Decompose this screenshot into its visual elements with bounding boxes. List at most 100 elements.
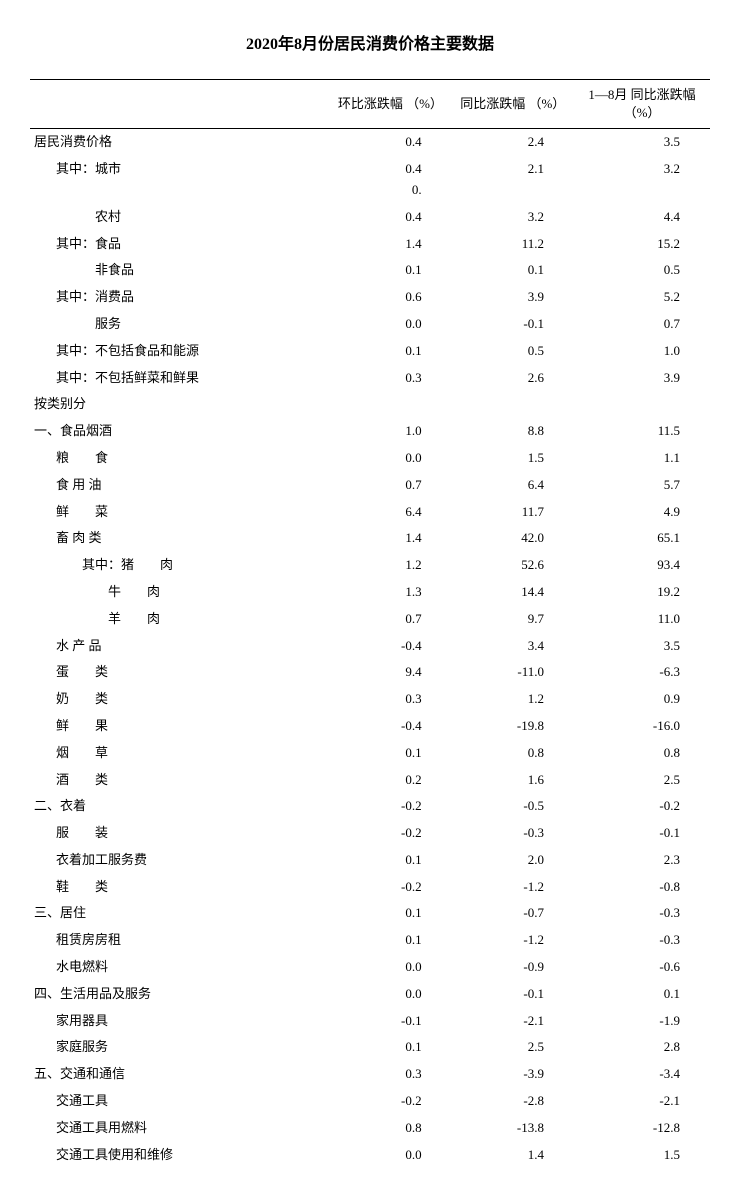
row-label: 按类别分 <box>30 391 329 418</box>
cell-c3: 5.7 <box>574 472 710 499</box>
cell-c2: 2.5 <box>452 1034 574 1061</box>
table-row: 交通工具使用和维修0.01.41.5 <box>30 1142 710 1169</box>
table-row: 衣着加工服务费0.12.02.3 <box>30 847 710 874</box>
cell-c2: 2.4 <box>452 129 574 156</box>
cell-c2: 1.2 <box>452 686 574 713</box>
cell-c1: 0.2 <box>329 767 451 794</box>
cell-c1: -0.2 <box>329 820 451 847</box>
table-row: 居民消费价格0.42.43.5 <box>30 129 710 156</box>
cell-c1: 1.4 <box>329 525 451 552</box>
cell-c1: 0.0 <box>329 1142 451 1169</box>
cell-c2: -0.3 <box>452 820 574 847</box>
cell-c2: 2.6 <box>452 365 574 392</box>
cell-c2: 11.2 <box>452 231 574 258</box>
row-label: 鞋 类 <box>30 874 329 901</box>
cell-c3: -0.1 <box>574 820 710 847</box>
cell-c1: -0.2 <box>329 874 451 901</box>
cell-c1: 1.3 <box>329 579 451 606</box>
cell-c3: 2.8 <box>574 1034 710 1061</box>
cell-c3: 4.4 <box>574 204 710 231</box>
col-header-yoy: 同比涨跌幅 （%） <box>452 80 574 129</box>
col-header-mom: 环比涨跌幅 （%） <box>329 80 451 129</box>
cell-c1: 0.7 <box>329 472 451 499</box>
cell-c2: 3.4 <box>452 633 574 660</box>
table-row: 按类别分 <box>30 391 710 418</box>
cell-c1: -0.2 <box>329 793 451 820</box>
table-row: 租赁房房租0.1-1.2-0.3 <box>30 927 710 954</box>
row-label: 三、居住 <box>30 900 329 927</box>
row-label: 奶 类 <box>30 686 329 713</box>
table-row: 畜 肉 类1.442.065.1 <box>30 525 710 552</box>
cell-c3: -3.4 <box>574 1061 710 1088</box>
cell-c1: 0.3 <box>329 1061 451 1088</box>
table-row: 鲜 果-0.4-19.8-16.0 <box>30 713 710 740</box>
cell-c3: 65.1 <box>574 525 710 552</box>
cell-c3: 19.2 <box>574 579 710 606</box>
col-header-label <box>30 80 329 129</box>
row-label: 鲜 菜 <box>30 499 329 526</box>
cell-c2: 3.9 <box>452 284 574 311</box>
cell-c3: -6.3 <box>574 659 710 686</box>
row-label: 羊 肉 <box>30 606 329 633</box>
cell-c2: 11.7 <box>452 499 574 526</box>
cell-c1: 0.0 <box>329 954 451 981</box>
table-row: 奶 类0.31.20.9 <box>30 686 710 713</box>
cell-c3: 2.5 <box>574 767 710 794</box>
table-row: 五、交通和通信0.3-3.9-3.4 <box>30 1061 710 1088</box>
cell-c3: 93.4 <box>574 552 710 579</box>
cell-c2: 2.0 <box>452 847 574 874</box>
table-row: 食 用 油0.76.45.7 <box>30 472 710 499</box>
cell-c3: 1.1 <box>574 445 710 472</box>
col-header-ytd: 1—8月 同比涨跌幅（%） <box>574 80 710 129</box>
table-row: 其中：不包括食品和能源0.10.51.0 <box>30 338 710 365</box>
row-label: 其中：猪 肉 <box>30 552 329 579</box>
cell-c3: -0.2 <box>574 793 710 820</box>
row-label: 交通工具使用和维修 <box>30 1142 329 1169</box>
cell-c1: 0.6 <box>329 284 451 311</box>
cell-c2: -2.1 <box>452 1008 574 1035</box>
table-row: 四、生活用品及服务0.0-0.10.1 <box>30 981 710 1008</box>
row-label: 其中：食品 <box>30 231 329 258</box>
cell-c1: 0.1 <box>329 1034 451 1061</box>
cell-c2: -0.9 <box>452 954 574 981</box>
cell-c2: 0.5 <box>452 338 574 365</box>
cell-c3: 3.5 <box>574 633 710 660</box>
table-row: 其中：猪 肉1.252.693.4 <box>30 552 710 579</box>
row-label: 食 用 油 <box>30 472 329 499</box>
cell-c3: 4.9 <box>574 499 710 526</box>
cell-c3: -0.3 <box>574 927 710 954</box>
cell-c1: 0.0 <box>329 445 451 472</box>
table-row: 鲜 菜6.411.74.9 <box>30 499 710 526</box>
table-row: 烟 草0.10.80.8 <box>30 740 710 767</box>
cell-c1: -0.4 <box>329 713 451 740</box>
page-title: 2020年8月份居民消费价格主要数据 <box>30 30 710 54</box>
cell-c2: 52.6 <box>452 552 574 579</box>
cell-c1: 0.0 <box>329 981 451 1008</box>
table-row: 三、居住0.1-0.7-0.3 <box>30 900 710 927</box>
cell-c3: -12.8 <box>574 1115 710 1142</box>
cell-c2: -19.8 <box>452 713 574 740</box>
row-label: 家庭服务 <box>30 1034 329 1061</box>
row-label: 家用器具 <box>30 1008 329 1035</box>
cell-c2: 1.5 <box>452 445 574 472</box>
cell-c2: 1.4 <box>452 1142 574 1169</box>
cell-c3: 0.9 <box>574 686 710 713</box>
row-label: 酒 类 <box>30 767 329 794</box>
cpi-table: 环比涨跌幅 （%） 同比涨跌幅 （%） 1—8月 同比涨跌幅（%） 居民消费价格… <box>30 79 710 1168</box>
cell-c1: 1.0 <box>329 418 451 445</box>
cell-c2: 0.1 <box>452 257 574 284</box>
row-label: 五、交通和通信 <box>30 1061 329 1088</box>
table-row: 酒 类0.21.62.5 <box>30 767 710 794</box>
cell-c3: 1.0 <box>574 338 710 365</box>
row-label: 水 产 品 <box>30 633 329 660</box>
row-label: 四、生活用品及服务 <box>30 981 329 1008</box>
cell-c1: 0.3 <box>329 365 451 392</box>
cell-c2: -11.0 <box>452 659 574 686</box>
table-row: 一、食品烟酒1.08.811.5 <box>30 418 710 445</box>
row-label: 交通工具 <box>30 1088 329 1115</box>
cell-c2: -0.1 <box>452 981 574 1008</box>
cell-c2: 8.8 <box>452 418 574 445</box>
cell-c1: 6.4 <box>329 499 451 526</box>
row-label: 服 装 <box>30 820 329 847</box>
table-row: 蛋 类9.4-11.0-6.3 <box>30 659 710 686</box>
